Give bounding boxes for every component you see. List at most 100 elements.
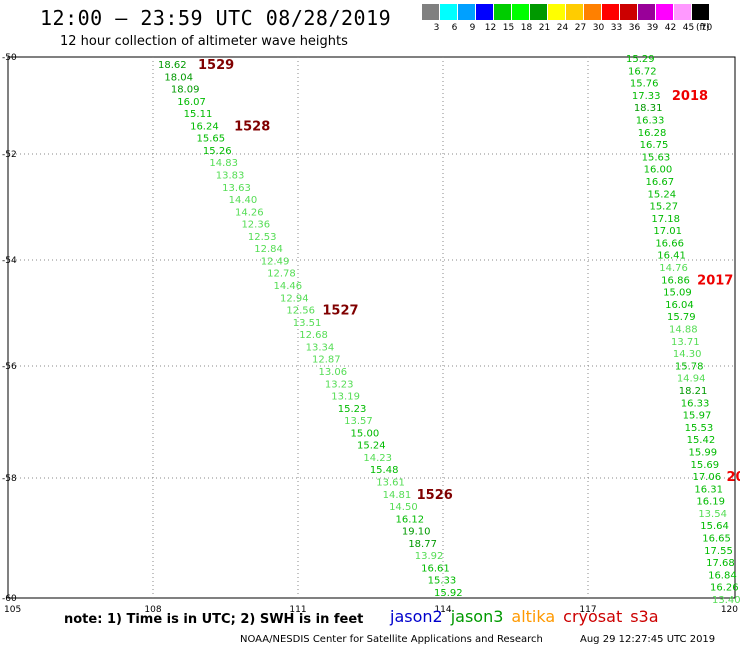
wave-height-label: 18.04: [164, 72, 193, 83]
scale-label: 33: [610, 23, 623, 33]
wave-height-label: 15.24: [357, 441, 386, 452]
wave-height-label: 13.71: [671, 337, 700, 348]
wave-height-label: 17.68: [706, 558, 735, 569]
wave-height-label: 12.94: [280, 293, 309, 304]
wave-height-label: 16.86: [661, 275, 690, 286]
wave-height-label: 15.11: [184, 109, 213, 120]
wave-height-label: 14.81: [383, 490, 412, 501]
lon-tick-label: 105: [4, 605, 21, 615]
wave-height-label: 17.01: [653, 226, 682, 237]
scale-label: 6: [451, 23, 458, 33]
wave-height-label: 16.84: [708, 570, 737, 581]
pass-label: 1529: [198, 58, 234, 73]
credit-line: NOAA/NESDIS Center for Satellite Applica…: [240, 634, 543, 645]
scale-label: 3: [433, 23, 440, 33]
scale-swatch: [620, 4, 637, 20]
wave-height-label: 15.33: [428, 576, 457, 587]
wave-height-label: 16.19: [696, 497, 725, 508]
wave-height-label: 15.64: [700, 521, 729, 532]
wave-height-label: 14.30: [673, 349, 702, 360]
wave-height-label: 16.33: [636, 115, 665, 126]
wave-height-label: 13.40: [712, 595, 740, 606]
scale-swatch: [458, 4, 475, 20]
mission-jason2: jason2: [390, 607, 443, 626]
wave-height-label: 12.56: [286, 306, 315, 317]
scale-swatch: [692, 4, 709, 20]
wave-height-label: 16.24: [190, 121, 219, 132]
footer-note: note: 1) Time is in UTC; 2) SWH is in fe…: [64, 612, 364, 627]
scale-swatch: [656, 4, 673, 20]
scale-label: 30: [592, 23, 605, 33]
lat-tick-label: -52: [2, 150, 17, 160]
wave-height-label: 15.69: [691, 460, 720, 471]
wave-height-label: 16.66: [655, 238, 684, 249]
track-2: 15.2916.7215.7617.3318.3116.3316.2816.75…: [626, 54, 740, 606]
scale-label: 42: [664, 23, 677, 33]
wave-height-label: 14.94: [677, 374, 706, 385]
mission-jason3: jason3: [450, 607, 504, 626]
wave-height-label: 16.33: [681, 398, 710, 409]
wave-height-label: 14.23: [363, 453, 392, 464]
map-axes: 105 108 111 114 117 120 -50 -52 -54 -56 -58 -60: [2, 53, 738, 615]
wave-height-label: 12.68: [299, 330, 328, 341]
wave-height-label: 14.40: [229, 195, 258, 206]
lat-tick-label: -56: [2, 362, 17, 372]
pass-label: 2018: [672, 89, 708, 104]
lat-tick-label: -54: [2, 256, 17, 266]
wave-height-label: 12.49: [261, 256, 290, 267]
pass-label: 1526: [417, 488, 453, 503]
scale-label: 15: [502, 23, 515, 33]
wave-height-label: 16.28: [638, 128, 667, 139]
wave-height-label: 17.06: [692, 472, 721, 483]
wave-height-label: 19.10: [402, 527, 431, 538]
lat-tick-label: -60: [2, 594, 17, 604]
wave-height-label: 12.84: [254, 244, 283, 255]
wave-height-label: 15.09: [663, 288, 692, 299]
wave-height-label: 15.78: [675, 361, 704, 372]
wave-height-label: 13.92: [415, 551, 444, 562]
map-grid: [7, 56, 736, 599]
wave-height-label: 18.62: [158, 60, 187, 71]
wave-height-label: 16.67: [646, 177, 675, 188]
wave-height-label: 12.87: [312, 355, 341, 366]
mission-legend: jason2 jason3 altika cryosat s3a: [390, 607, 667, 626]
wave-height-label: 16.00: [644, 165, 673, 176]
scale-swatch: [512, 4, 529, 20]
scale-label: 12: [484, 23, 497, 33]
wave-height-label: 16.75: [640, 140, 669, 151]
scale-swatch: [530, 4, 547, 20]
lon-tick-label: 108: [144, 605, 161, 615]
wave-height-label: 15.53: [685, 423, 714, 434]
wave-height-label: 15.76: [630, 79, 659, 90]
wave-height-label: 15.24: [648, 189, 677, 200]
timestamp: Aug 29 12:27:45 UTC 2019: [580, 634, 716, 645]
scale-swatch: [440, 4, 457, 20]
wave-height-label: 13.61: [376, 477, 405, 488]
scale-swatch: [584, 4, 601, 20]
scale-label: 36: [628, 23, 641, 33]
wave-height-label: 18.77: [408, 539, 437, 550]
wave-height-label: 14.76: [659, 263, 688, 274]
wave-height-label: 14.83: [209, 158, 238, 169]
mission-altika: altika: [511, 607, 556, 626]
wave-height-label: 16.72: [628, 66, 657, 77]
wave-height-label: 16.41: [657, 251, 686, 262]
wave-height-label: 14.46: [274, 281, 303, 292]
page-title: 12:00 – 23:59 UTC 08/28/2019: [40, 6, 392, 30]
scale-label: 45: [682, 23, 695, 33]
wave-height-label: 17.18: [651, 214, 680, 225]
mission-s3a: s3a: [630, 607, 659, 626]
wave-height-label: 15.65: [197, 134, 226, 145]
wave-height-label: 16.65: [702, 534, 731, 545]
color-scale-legend: 3 6 9 12 15 18 21 24 27 30 33 36 39 42 45 70 (ft): [422, 4, 728, 38]
wave-height-label: 13.34: [306, 342, 335, 353]
wave-height-label: 12.53: [248, 232, 277, 243]
scale-swatch: [566, 4, 583, 20]
wave-height-label: 16.26: [710, 583, 739, 594]
scale-label: 70: [700, 23, 713, 33]
wave-height-label: 15.26: [203, 146, 232, 157]
lon-tick-label: 111: [289, 605, 306, 615]
wave-height-label: 18.31: [634, 103, 663, 114]
